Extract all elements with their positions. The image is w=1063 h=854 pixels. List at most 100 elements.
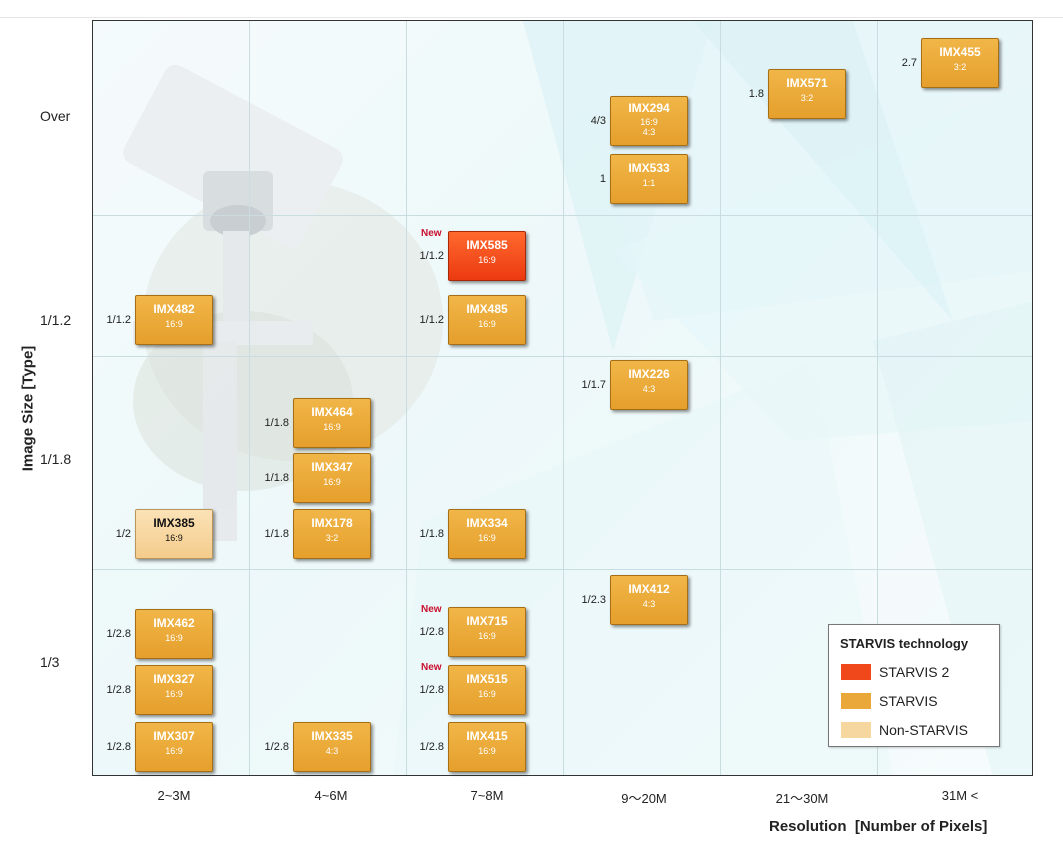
- sensor-aspect: 16:9: [478, 319, 496, 329]
- sensor-aspect: 16:9: [478, 255, 496, 265]
- sensor-name: IMX462: [153, 616, 195, 630]
- legend-label: STARVIS 2: [879, 664, 950, 680]
- optical-size-label: 2.7: [901, 57, 917, 69]
- sensor-chip-imx571: IMX571 3:2: [768, 69, 846, 119]
- sensor-name: IMX226: [628, 367, 670, 381]
- sensor-aspect: 16:9: [165, 689, 183, 699]
- sensor-aspect: 4:3: [642, 384, 656, 394]
- legend-label: STARVIS: [879, 693, 938, 709]
- sensor-chip-imx307: IMX307 16:9: [135, 722, 213, 772]
- sensor-chip-imx455: IMX455 3:2: [921, 38, 999, 88]
- top-divider: [0, 17, 1063, 18]
- sensor-aspect: 3:2: [325, 533, 339, 543]
- sensor-aspect: 3:2: [800, 93, 814, 103]
- sensor-chip-imx464: IMX464 16:9: [293, 398, 371, 448]
- sensor-name: IMX327: [153, 672, 195, 686]
- sensor-name: IMX585: [466, 238, 508, 252]
- sensor-name: IMX485: [466, 302, 508, 316]
- optical-size-label: 1/1.8: [264, 417, 289, 429]
- legend-swatch-starvis: [841, 693, 871, 709]
- sensor-aspect: 16:9: [478, 689, 496, 699]
- sensor-aspect: 3:2: [953, 62, 967, 72]
- optical-size-label: 1/1.2: [419, 250, 444, 262]
- optical-size-label: 1/1.8: [264, 472, 289, 484]
- x-tick-label: 4~6M: [314, 788, 348, 803]
- x-tick-label: 7~8M: [470, 788, 504, 803]
- sensor-aspect-alt: 4:3: [642, 127, 656, 137]
- sensor-aspect: 4:3: [642, 599, 656, 609]
- optical-size-label: 1/2.8: [419, 741, 444, 753]
- sensor-aspect: 16:9: [478, 533, 496, 543]
- sensor-aspect: 16:9: [478, 746, 496, 756]
- new-badge: New: [421, 604, 442, 615]
- sensor-name: IMX715: [466, 614, 508, 628]
- optical-size-label: 1/1.2: [419, 314, 444, 326]
- x-tick-label: 31M <: [941, 788, 979, 803]
- sensor-aspect: 16:9: [323, 477, 341, 487]
- optical-size-label: 1/2.8: [106, 741, 131, 753]
- sensor-chip-imx482: IMX482 16:9: [135, 295, 213, 345]
- sensor-aspect: 16:9: [165, 633, 183, 643]
- sensor-name: IMX455: [939, 45, 981, 59]
- sensor-name: IMX385: [153, 516, 195, 530]
- sensor-name: IMX412: [628, 582, 670, 596]
- optical-size-label: 1/2.3: [581, 594, 606, 606]
- optical-size-label: 1/1.8: [419, 528, 444, 540]
- optical-size-label: 1.8: [748, 88, 764, 100]
- sensor-name: IMX294: [628, 101, 670, 115]
- y-tick-label: Over: [40, 108, 71, 124]
- optical-size-label: 1/1.7: [581, 379, 606, 391]
- y-tick-label: 1/3: [40, 654, 60, 670]
- sensor-aspect: 16:9: [165, 319, 183, 329]
- legend-swatch-non-starvis: [841, 722, 871, 738]
- sensor-chip-imx327: IMX327 16:9: [135, 665, 213, 715]
- sensor-chip-imx226: IMX226 4:3: [610, 360, 688, 410]
- optical-size-label: 1/2.8: [264, 741, 289, 753]
- sensor-chip-imx385: IMX385 16:9: [135, 509, 213, 559]
- sensor-chip-imx178: IMX178 3:2: [293, 509, 371, 559]
- sensor-aspect: 16:9: [165, 533, 183, 543]
- y-tick-label: 1/1.2: [40, 312, 72, 328]
- sensor-chip-imx533: IMX533 1:1: [610, 154, 688, 204]
- x-tick-label: 9〜20M: [621, 791, 667, 806]
- sensor-chip-imx415: IMX415 16:9: [448, 722, 526, 772]
- sensor-name: IMX515: [466, 672, 508, 686]
- sensor-name: IMX347: [311, 460, 353, 474]
- optical-size-label: 1/2.8: [106, 684, 131, 696]
- optical-size-label: 1/2.8: [419, 626, 444, 638]
- sensor-chip-imx335: IMX335 4:3: [293, 722, 371, 772]
- optical-size-label: 1/1.2: [106, 314, 131, 326]
- sensor-chip-imx715: IMX715 16:9: [448, 607, 526, 657]
- sensor-chip-imx585: IMX585 16:9: [448, 231, 526, 281]
- sensor-aspect: 1:1: [642, 178, 656, 188]
- optical-size-label: 1/2.8: [419, 684, 444, 696]
- sensor-name: IMX482: [153, 302, 195, 316]
- sensor-name: IMX571: [786, 76, 828, 90]
- optical-size-label: 4/3: [590, 115, 606, 127]
- sensor-name: IMX335: [311, 729, 353, 743]
- optical-size-label: 1/2.8: [106, 628, 131, 640]
- x-axis-label: Resolution [Number of Pixels]: [769, 818, 988, 835]
- sensor-name: IMX334: [466, 516, 508, 530]
- sensor-name: IMX464: [311, 405, 353, 419]
- sensor-chip-imx334: IMX334 16:9: [448, 509, 526, 559]
- sensor-aspect: 4:3: [325, 746, 339, 756]
- y-axis-label: Image Size [Type]: [19, 345, 37, 472]
- sensor-name: IMX533: [628, 161, 670, 175]
- sensor-chip-imx462: IMX462 16:9: [135, 609, 213, 659]
- sensor-chip-imx294: IMX294 16:9 4:3: [610, 96, 688, 146]
- sensor-aspect: 16:9: [640, 117, 658, 127]
- sensor-chip-imx412: IMX412 4:3: [610, 575, 688, 625]
- sensor-chip-imx515: IMX515 16:9: [448, 665, 526, 715]
- optical-size-label: 1: [599, 173, 606, 185]
- new-badge: New: [421, 228, 442, 239]
- sensor-name: IMX415: [466, 729, 508, 743]
- legend-label: Non-STARVIS: [879, 722, 968, 738]
- x-tick-label: 2~3M: [157, 788, 191, 803]
- sensor-aspect: 16:9: [165, 746, 183, 756]
- sensor-aspect: 16:9: [323, 422, 341, 432]
- y-tick-label: 1/1.8: [40, 451, 72, 467]
- legend-swatch-starvis2: [841, 664, 871, 680]
- new-badge: New: [421, 662, 442, 673]
- legend: STARVIS technology STARVIS 2 STARVIS Non…: [828, 624, 1000, 747]
